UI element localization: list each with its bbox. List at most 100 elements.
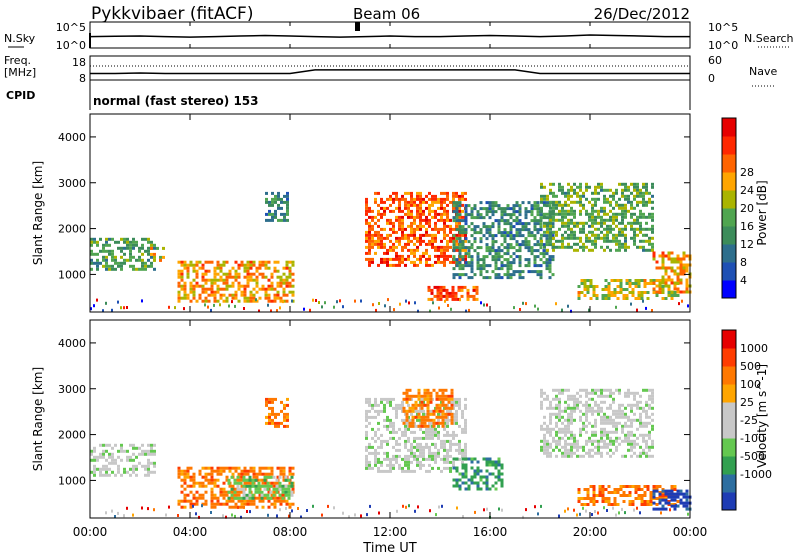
echo-cell (455, 219, 459, 223)
echo-cell (455, 442, 458, 446)
echo-cell (252, 272, 256, 276)
echo-cell (443, 245, 446, 249)
echo-cell (288, 260, 292, 264)
echo-cell (678, 302, 680, 306)
echo-cell (685, 495, 689, 499)
echo-cell (636, 436, 639, 440)
echo-cell (405, 415, 409, 419)
echo-cell (251, 496, 255, 500)
echo-cell (425, 200, 428, 204)
echo-cell (610, 294, 614, 297)
echo-cell (174, 306, 176, 310)
echo-cell (476, 481, 480, 485)
echo-cell (279, 299, 283, 303)
echo-cell (679, 290, 683, 294)
echo-cell (365, 209, 368, 213)
echo-cell (506, 219, 510, 223)
echo-cell (501, 508, 503, 512)
echo-cell (458, 246, 462, 250)
echo-cell (633, 221, 636, 225)
echo-cell (365, 236, 368, 240)
echo-cell (416, 442, 419, 446)
echo-cell (111, 255, 114, 259)
echo-cell (458, 403, 461, 407)
echo-cell (645, 200, 648, 204)
echo-cell (288, 505, 292, 509)
echo-cell (546, 227, 549, 231)
echo-cell (405, 412, 409, 416)
echo-cell (651, 215, 654, 219)
echo-cell (573, 397, 576, 401)
echo-cell (616, 488, 620, 491)
echo-cell (401, 221, 404, 225)
echo-cell (658, 501, 662, 505)
echo-cell (231, 499, 235, 503)
echo-cell (633, 508, 635, 512)
echo-cell (497, 475, 501, 479)
echo-cell (286, 200, 289, 204)
echo-cell (183, 475, 187, 479)
echo-cell (126, 306, 128, 309)
echo-cell (279, 466, 283, 470)
echo-cell (679, 278, 683, 282)
echo-cell (624, 182, 627, 186)
echo-cell (464, 228, 468, 232)
echo-cell (555, 454, 558, 458)
echo-cell (401, 457, 404, 461)
echo-cell (111, 252, 114, 256)
echo-cell (564, 215, 567, 219)
echo-cell (425, 218, 428, 222)
echo-cell (407, 191, 410, 195)
echo-cell (546, 397, 549, 401)
echo-cell (389, 209, 392, 213)
echo-cell (371, 245, 374, 249)
echo-cell (225, 499, 229, 503)
echo-cell (616, 503, 620, 506)
echo-cell (422, 457, 425, 461)
echo-cell (583, 503, 587, 506)
echo-cell (624, 394, 627, 398)
echo-cell (670, 495, 674, 499)
echo-cell (582, 421, 585, 425)
echo-cell (682, 266, 686, 270)
echo-cell (408, 301, 410, 305)
echo-cell (398, 254, 401, 258)
echo-cell (227, 481, 231, 485)
echo-cell (237, 263, 241, 267)
echo-cell (455, 228, 459, 232)
echo-cell (612, 212, 615, 216)
echo-cell (633, 242, 636, 246)
velocity-colorbar-label: Velocity [m s^-1] (755, 364, 769, 468)
echo-cell (618, 412, 621, 416)
echo-cell (627, 430, 630, 434)
echo-cell (598, 494, 602, 497)
echo-cell (267, 499, 271, 503)
echo-cell (552, 206, 555, 210)
echo-cell (427, 297, 431, 301)
echo-cell (111, 452, 114, 456)
echo-cell (276, 475, 280, 479)
echo-cell (392, 457, 395, 461)
echo-cell (377, 436, 380, 440)
echo-cell (546, 221, 549, 225)
echo-cell (434, 427, 437, 431)
echo-cell (621, 209, 624, 213)
echo-cell (583, 294, 587, 297)
echo-cell (628, 282, 632, 285)
echo-cell (609, 415, 612, 419)
echo-cell (497, 267, 501, 271)
echo-cell (588, 215, 591, 219)
echo-cell (479, 469, 483, 473)
echo-cell (419, 218, 422, 222)
echo-cell (419, 191, 422, 195)
echo-cell (407, 436, 410, 440)
echo-cell (558, 397, 561, 401)
echo-cell (450, 418, 454, 422)
echo-cell (509, 222, 513, 226)
echo-cell (318, 301, 320, 304)
echo-cell (549, 406, 552, 410)
echo-cell (245, 493, 249, 497)
echo-cell (117, 261, 120, 265)
echo-cell (642, 239, 645, 243)
echo-cell (643, 279, 647, 282)
